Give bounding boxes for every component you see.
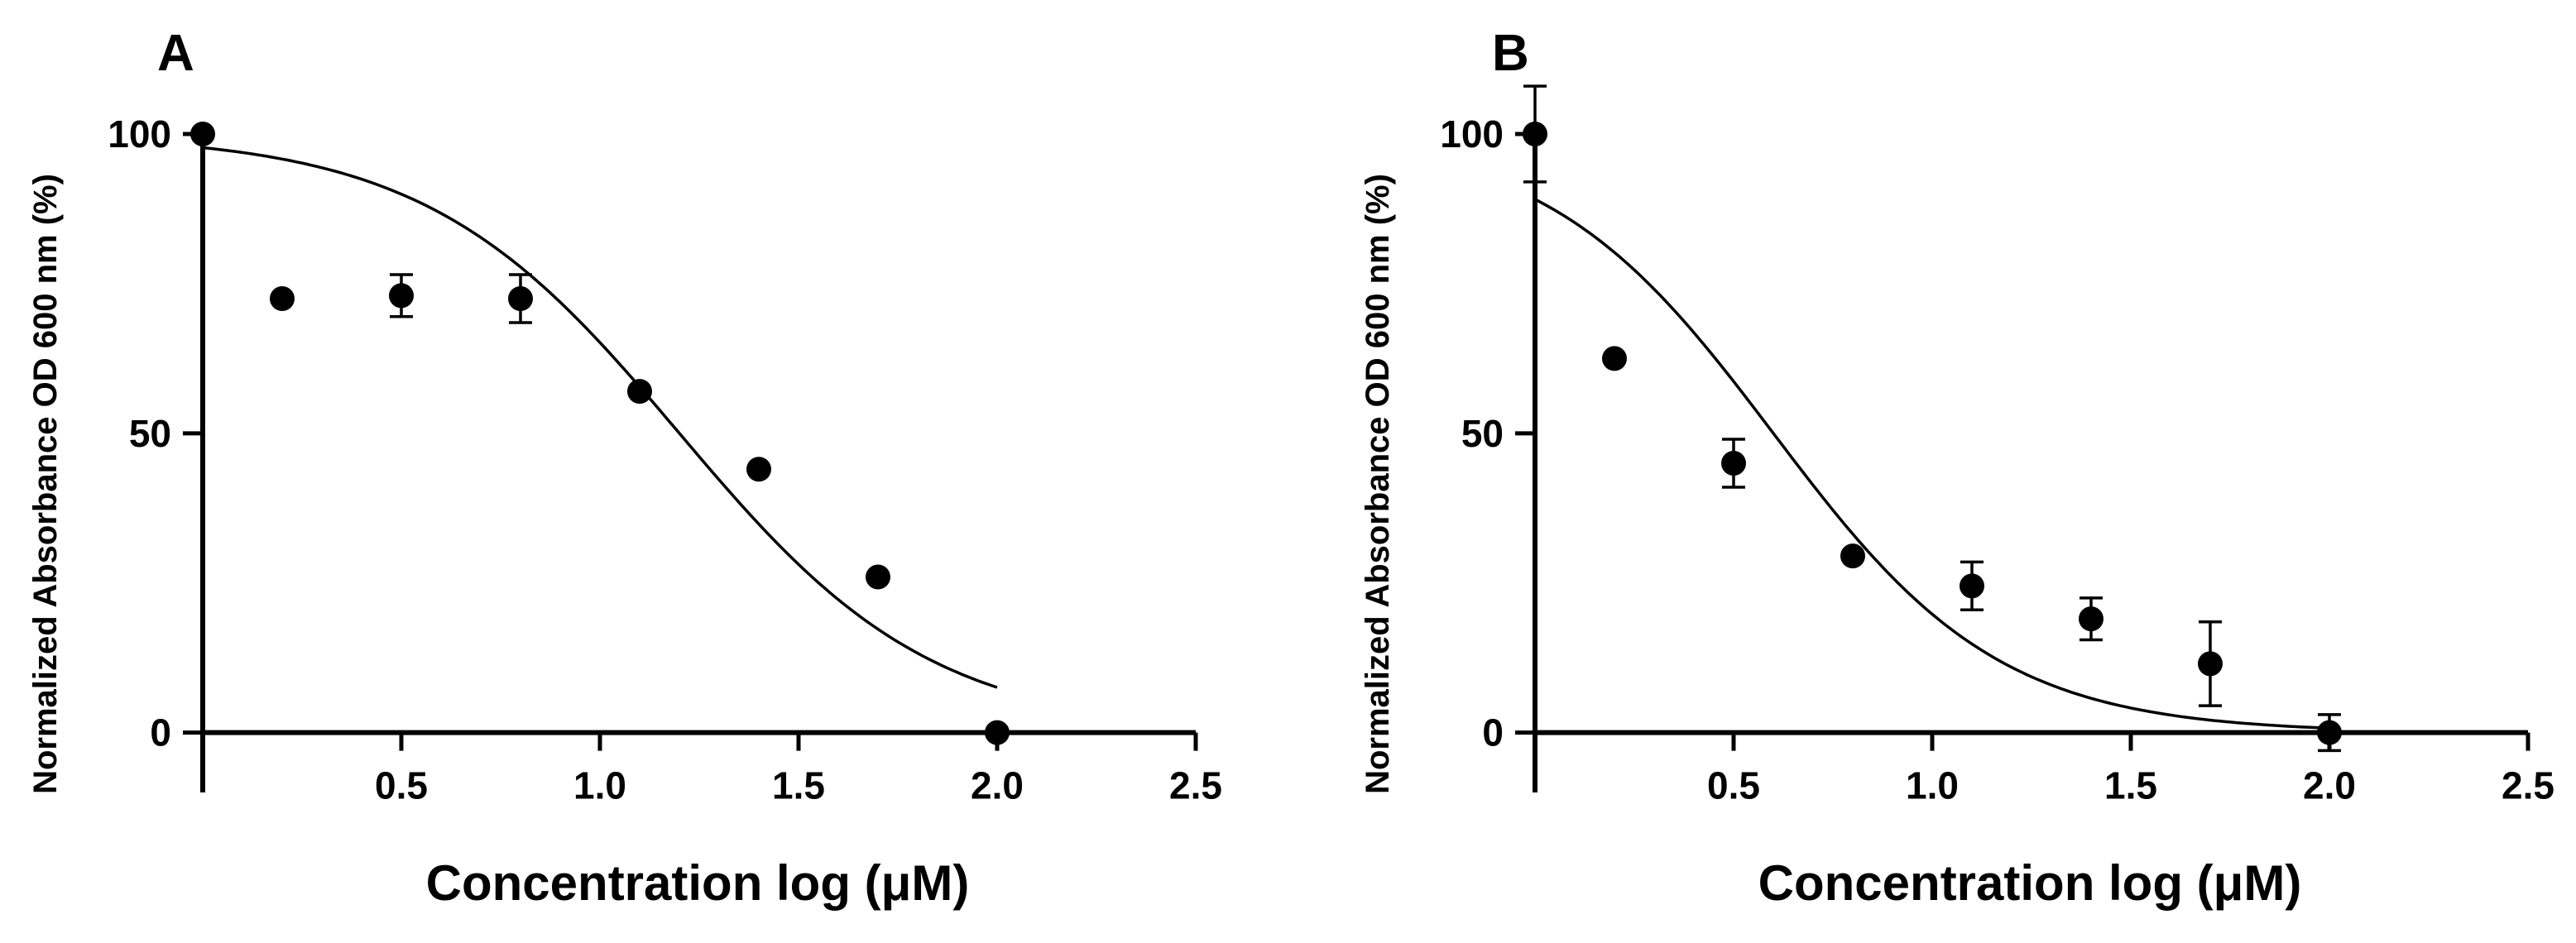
data-point <box>1960 573 1984 599</box>
marks-b <box>1523 84 2342 753</box>
data-point <box>1840 543 1865 569</box>
ticks-a: 0.5 1.0 1.5 2.0 2.5 0 50 100 <box>108 112 1222 807</box>
y-tick-label: 0 <box>150 711 171 754</box>
data-point <box>1523 122 1547 146</box>
y-axis-title-b: Normalized Absorbance OD 600 nm (%) <box>1360 174 1396 794</box>
data-point <box>270 286 295 311</box>
x-tick-label: 1.0 <box>573 764 626 807</box>
data-point <box>389 283 414 309</box>
axes-b <box>1533 134 2528 792</box>
x-tick-label: 1.0 <box>1906 764 1959 807</box>
panel-label-b: B <box>1492 25 1529 82</box>
x-tick-label: 1.5 <box>2104 764 2157 807</box>
data-point <box>2079 606 2103 632</box>
y-tick-label: 100 <box>1440 112 1504 156</box>
chart-panel-a: A 0.5 1.0 1.5 2.0 2.5 0 50 100 Concentration lo… <box>27 25 1222 911</box>
data-point <box>746 457 771 482</box>
marks-a <box>190 122 1010 745</box>
y-tick-label: 50 <box>1461 412 1504 455</box>
fit-curve <box>202 146 998 689</box>
data-point <box>627 379 652 404</box>
ticks-b: 0.5 1.0 1.5 2.0 2.5 0 50 100 <box>1440 112 2554 807</box>
y-tick-label: 0 <box>1482 711 1504 754</box>
y-tick-label: 50 <box>129 412 171 455</box>
x-tick-label: 2.0 <box>971 764 1024 807</box>
x-axis-title-b: Concentration log (μM) <box>1758 855 2302 911</box>
x-tick-label: 1.5 <box>772 764 825 807</box>
panel-label-a: A <box>157 25 194 82</box>
data-point <box>190 122 215 146</box>
x-axis-title-a: Concentration log (μM) <box>426 855 970 911</box>
data-point <box>866 564 890 590</box>
y-axis-title-a: Normalized Absorbance OD 600 nm (%) <box>27 174 64 794</box>
fit-curve <box>1534 198 2330 730</box>
data-point <box>1602 346 1627 371</box>
data-point <box>2198 651 2223 677</box>
x-tick-label: 2.5 <box>1169 764 1222 807</box>
data-point <box>2317 720 2342 745</box>
data-point <box>508 286 533 311</box>
data-point <box>1721 451 1746 476</box>
chart-panel-b: B 0.5 1.0 1.5 2.0 2.5 0 50 100 Concentration lo… <box>1360 25 2554 911</box>
x-tick-label: 2.0 <box>2303 764 2356 807</box>
axes-a <box>200 134 1196 792</box>
y-tick-label: 100 <box>108 112 171 156</box>
data-point <box>985 720 1010 745</box>
x-tick-label: 2.5 <box>2502 764 2554 807</box>
x-tick-label: 0.5 <box>1707 764 1760 807</box>
x-tick-label: 0.5 <box>375 764 428 807</box>
